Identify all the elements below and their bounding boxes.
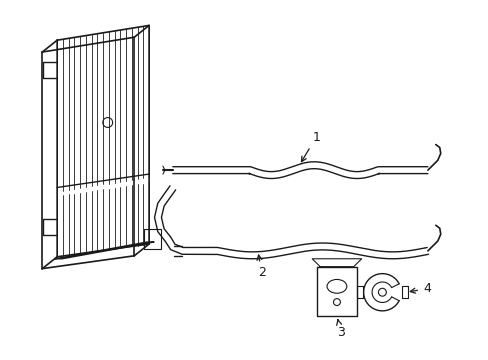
Text: 3: 3 [336,320,344,338]
Text: 4: 4 [409,282,430,295]
Text: 2: 2 [257,255,265,279]
Text: 1: 1 [301,131,320,162]
